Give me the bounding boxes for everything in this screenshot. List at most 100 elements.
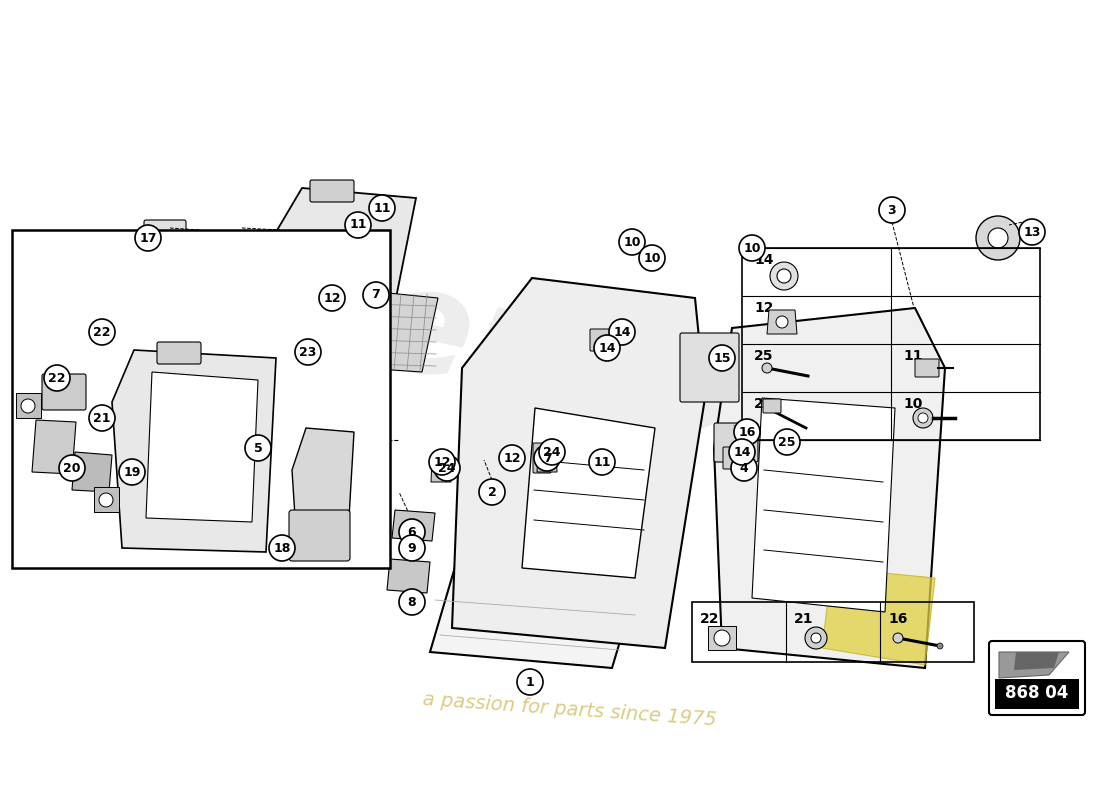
Polygon shape	[522, 408, 654, 578]
Text: 1: 1	[526, 675, 535, 689]
Text: euros: euros	[360, 253, 840, 487]
Circle shape	[539, 439, 565, 465]
Circle shape	[245, 435, 271, 461]
Text: 868 04: 868 04	[1005, 684, 1069, 702]
Text: 10: 10	[644, 251, 661, 265]
Text: 14: 14	[734, 446, 750, 458]
Text: 25: 25	[779, 435, 795, 449]
Polygon shape	[387, 559, 430, 593]
Polygon shape	[112, 350, 276, 552]
Polygon shape	[72, 452, 112, 492]
Text: 11: 11	[593, 455, 611, 469]
Polygon shape	[999, 652, 1069, 678]
FancyBboxPatch shape	[345, 283, 363, 313]
Text: 10: 10	[744, 242, 761, 254]
Circle shape	[44, 365, 70, 391]
Polygon shape	[276, 188, 416, 318]
Text: 20: 20	[64, 462, 80, 474]
Text: rs: rs	[730, 366, 889, 514]
Text: 24: 24	[543, 446, 561, 458]
Text: 21: 21	[94, 411, 111, 425]
Text: 11: 11	[350, 218, 366, 231]
Text: 21: 21	[794, 612, 814, 626]
Text: 22: 22	[701, 612, 719, 626]
Polygon shape	[32, 420, 76, 474]
Text: 10: 10	[903, 397, 923, 411]
Polygon shape	[126, 238, 202, 310]
Text: 16: 16	[738, 426, 756, 438]
Polygon shape	[392, 510, 434, 541]
Circle shape	[710, 345, 735, 371]
Polygon shape	[146, 372, 258, 522]
Text: 11: 11	[373, 202, 390, 214]
Text: 22: 22	[94, 326, 111, 338]
Circle shape	[918, 413, 928, 423]
Text: 12: 12	[755, 301, 773, 315]
Polygon shape	[1014, 652, 1059, 670]
Circle shape	[429, 449, 455, 475]
Circle shape	[534, 445, 560, 471]
FancyBboxPatch shape	[289, 510, 350, 561]
Bar	[996, 679, 1079, 709]
Text: 10: 10	[624, 235, 640, 249]
Text: 8: 8	[408, 595, 416, 609]
Bar	[692, 602, 974, 662]
Bar	[708, 626, 736, 650]
FancyBboxPatch shape	[310, 180, 354, 202]
Text: 14: 14	[598, 342, 616, 354]
Text: 3: 3	[888, 203, 896, 217]
Circle shape	[619, 229, 645, 255]
Bar	[16, 393, 41, 418]
Circle shape	[89, 319, 116, 345]
Text: 22: 22	[48, 371, 66, 385]
Text: 2: 2	[487, 486, 496, 498]
Circle shape	[714, 630, 730, 646]
Circle shape	[988, 228, 1008, 248]
Text: 12: 12	[433, 455, 451, 469]
Circle shape	[879, 197, 905, 223]
Text: 23: 23	[299, 346, 317, 358]
Circle shape	[368, 195, 395, 221]
Bar	[742, 248, 1040, 440]
FancyBboxPatch shape	[989, 641, 1085, 715]
Text: 19: 19	[123, 466, 141, 478]
FancyBboxPatch shape	[723, 447, 745, 469]
Circle shape	[739, 235, 764, 261]
Polygon shape	[452, 278, 705, 648]
Circle shape	[609, 319, 635, 345]
FancyBboxPatch shape	[763, 399, 781, 413]
Circle shape	[363, 282, 389, 308]
Circle shape	[399, 535, 425, 561]
Circle shape	[777, 269, 791, 283]
Circle shape	[499, 445, 525, 471]
Circle shape	[399, 519, 425, 545]
Circle shape	[319, 285, 345, 311]
Circle shape	[270, 535, 295, 561]
Circle shape	[734, 419, 760, 445]
Circle shape	[913, 408, 933, 428]
Text: 17: 17	[140, 231, 156, 245]
FancyBboxPatch shape	[915, 359, 939, 377]
Polygon shape	[767, 310, 798, 334]
Circle shape	[976, 216, 1020, 260]
Circle shape	[762, 363, 772, 373]
Text: 5: 5	[254, 442, 263, 454]
Text: 14: 14	[614, 326, 630, 338]
Circle shape	[59, 455, 85, 481]
Polygon shape	[537, 448, 557, 472]
FancyBboxPatch shape	[144, 220, 186, 242]
Polygon shape	[431, 458, 451, 482]
Polygon shape	[362, 292, 438, 372]
Circle shape	[119, 459, 145, 485]
Text: 13: 13	[1023, 226, 1041, 238]
FancyBboxPatch shape	[714, 423, 758, 462]
Text: 24: 24	[438, 462, 455, 474]
Circle shape	[345, 212, 371, 238]
FancyBboxPatch shape	[590, 329, 612, 351]
Text: 7: 7	[542, 451, 551, 465]
Text: 6: 6	[408, 526, 416, 538]
Text: 25: 25	[755, 349, 773, 363]
Circle shape	[811, 633, 821, 643]
Circle shape	[639, 245, 665, 271]
Circle shape	[729, 439, 755, 465]
